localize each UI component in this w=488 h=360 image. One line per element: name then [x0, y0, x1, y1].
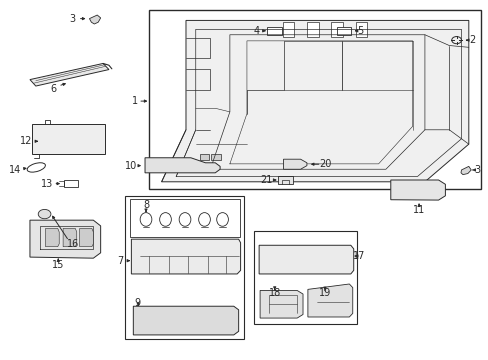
Bar [302, 249, 314, 270]
Polygon shape [80, 228, 93, 247]
Bar [330, 22, 342, 37]
Bar [199, 154, 209, 160]
Bar [41, 129, 97, 149]
Bar [282, 22, 294, 37]
Bar [355, 22, 366, 37]
Text: 6: 6 [50, 84, 56, 94]
Text: 9: 9 [134, 298, 140, 308]
Polygon shape [460, 166, 470, 175]
Bar [320, 249, 332, 270]
Text: 17: 17 [352, 251, 365, 261]
Text: 3: 3 [70, 14, 76, 24]
Text: 16: 16 [66, 239, 79, 249]
Polygon shape [259, 245, 353, 274]
Text: 2: 2 [468, 35, 475, 45]
Polygon shape [131, 239, 240, 274]
Polygon shape [283, 159, 306, 169]
Text: 4: 4 [253, 26, 259, 36]
Polygon shape [133, 306, 238, 335]
Text: 1: 1 [131, 96, 138, 106]
Bar [149, 10, 480, 189]
Bar [413, 184, 424, 196]
Polygon shape [260, 291, 303, 318]
Polygon shape [32, 125, 104, 154]
Bar [425, 184, 436, 196]
Bar [64, 180, 78, 187]
Polygon shape [145, 158, 220, 173]
Text: 10: 10 [125, 161, 137, 171]
Bar [140, 241, 234, 268]
Text: 8: 8 [142, 200, 149, 210]
Text: 5: 5 [357, 26, 363, 36]
Text: 7: 7 [117, 256, 123, 266]
Bar [277, 176, 293, 184]
Bar [400, 184, 410, 196]
Polygon shape [89, 15, 101, 24]
Bar [336, 249, 349, 270]
Bar [266, 27, 281, 36]
Bar [130, 199, 239, 237]
Polygon shape [30, 63, 109, 86]
Text: 3: 3 [473, 165, 480, 175]
Polygon shape [30, 220, 101, 258]
Text: 21: 21 [260, 175, 272, 185]
Bar [211, 154, 221, 160]
Bar [285, 249, 298, 270]
Text: 18: 18 [268, 288, 280, 298]
Bar [125, 196, 243, 338]
Polygon shape [45, 228, 59, 247]
Text: 12: 12 [20, 136, 32, 146]
Polygon shape [161, 21, 468, 182]
Circle shape [38, 210, 51, 219]
Polygon shape [307, 284, 352, 317]
Text: 19: 19 [318, 288, 330, 298]
Text: 15: 15 [52, 260, 64, 270]
Text: 11: 11 [412, 206, 425, 216]
Bar [268, 249, 281, 270]
Text: 14: 14 [9, 165, 21, 175]
Text: 13: 13 [41, 179, 53, 189]
Bar [254, 231, 356, 324]
Bar [306, 22, 318, 37]
Polygon shape [63, 228, 77, 247]
Polygon shape [390, 180, 445, 200]
Bar [336, 27, 350, 36]
Text: 20: 20 [318, 159, 330, 169]
